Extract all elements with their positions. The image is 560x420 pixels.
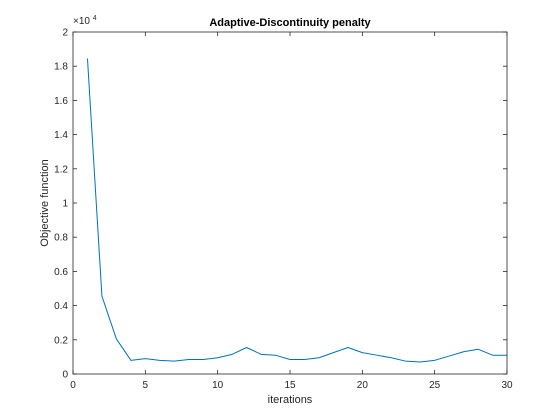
y-tick-label: 0.8: [54, 233, 68, 244]
y-axis-exponent-power: 4: [93, 15, 97, 22]
chart-title: Adaptive-Discontinuity penalty: [209, 17, 371, 29]
y-tick-label: 0: [62, 370, 68, 381]
y-axis-exponent: ×10 4: [73, 15, 97, 27]
y-tick-label: 1.8: [54, 62, 68, 73]
x-tick-label: 5: [143, 380, 149, 391]
series-layer: [86, 58, 507, 363]
y-tick-label: 0.4: [54, 301, 68, 312]
y-axis-label: Objective function: [39, 159, 51, 246]
y-tick-label: 1.2: [54, 164, 68, 175]
x-tick-label: 15: [284, 380, 296, 391]
series-line: [86, 58, 507, 363]
plot-area: [73, 32, 507, 374]
x-tick-label: 20: [357, 380, 369, 391]
x-tick-label: 30: [501, 380, 513, 391]
y-tick-label: 1: [62, 199, 68, 210]
y-tick-label: 0.6: [54, 267, 68, 278]
x-tick-label: 10: [212, 380, 224, 391]
y-tick-label: 1.6: [54, 96, 68, 107]
x-tick-label: 0: [70, 380, 76, 391]
y-tick-label: 0.2: [54, 335, 68, 346]
x-axis-label: iterations: [268, 394, 313, 406]
x-tick-label: 25: [429, 380, 441, 391]
y-tick-label: 1.4: [54, 130, 68, 141]
y-axis-exponent-base: ×10: [73, 16, 90, 27]
y-tick-label: 2: [62, 28, 68, 39]
axes-layer: 0 5 10 15 20 25 30 0 0.2 0.4 0.6 0.8 1 1.2 1.4 1.6 1.8 2: [54, 28, 513, 392]
